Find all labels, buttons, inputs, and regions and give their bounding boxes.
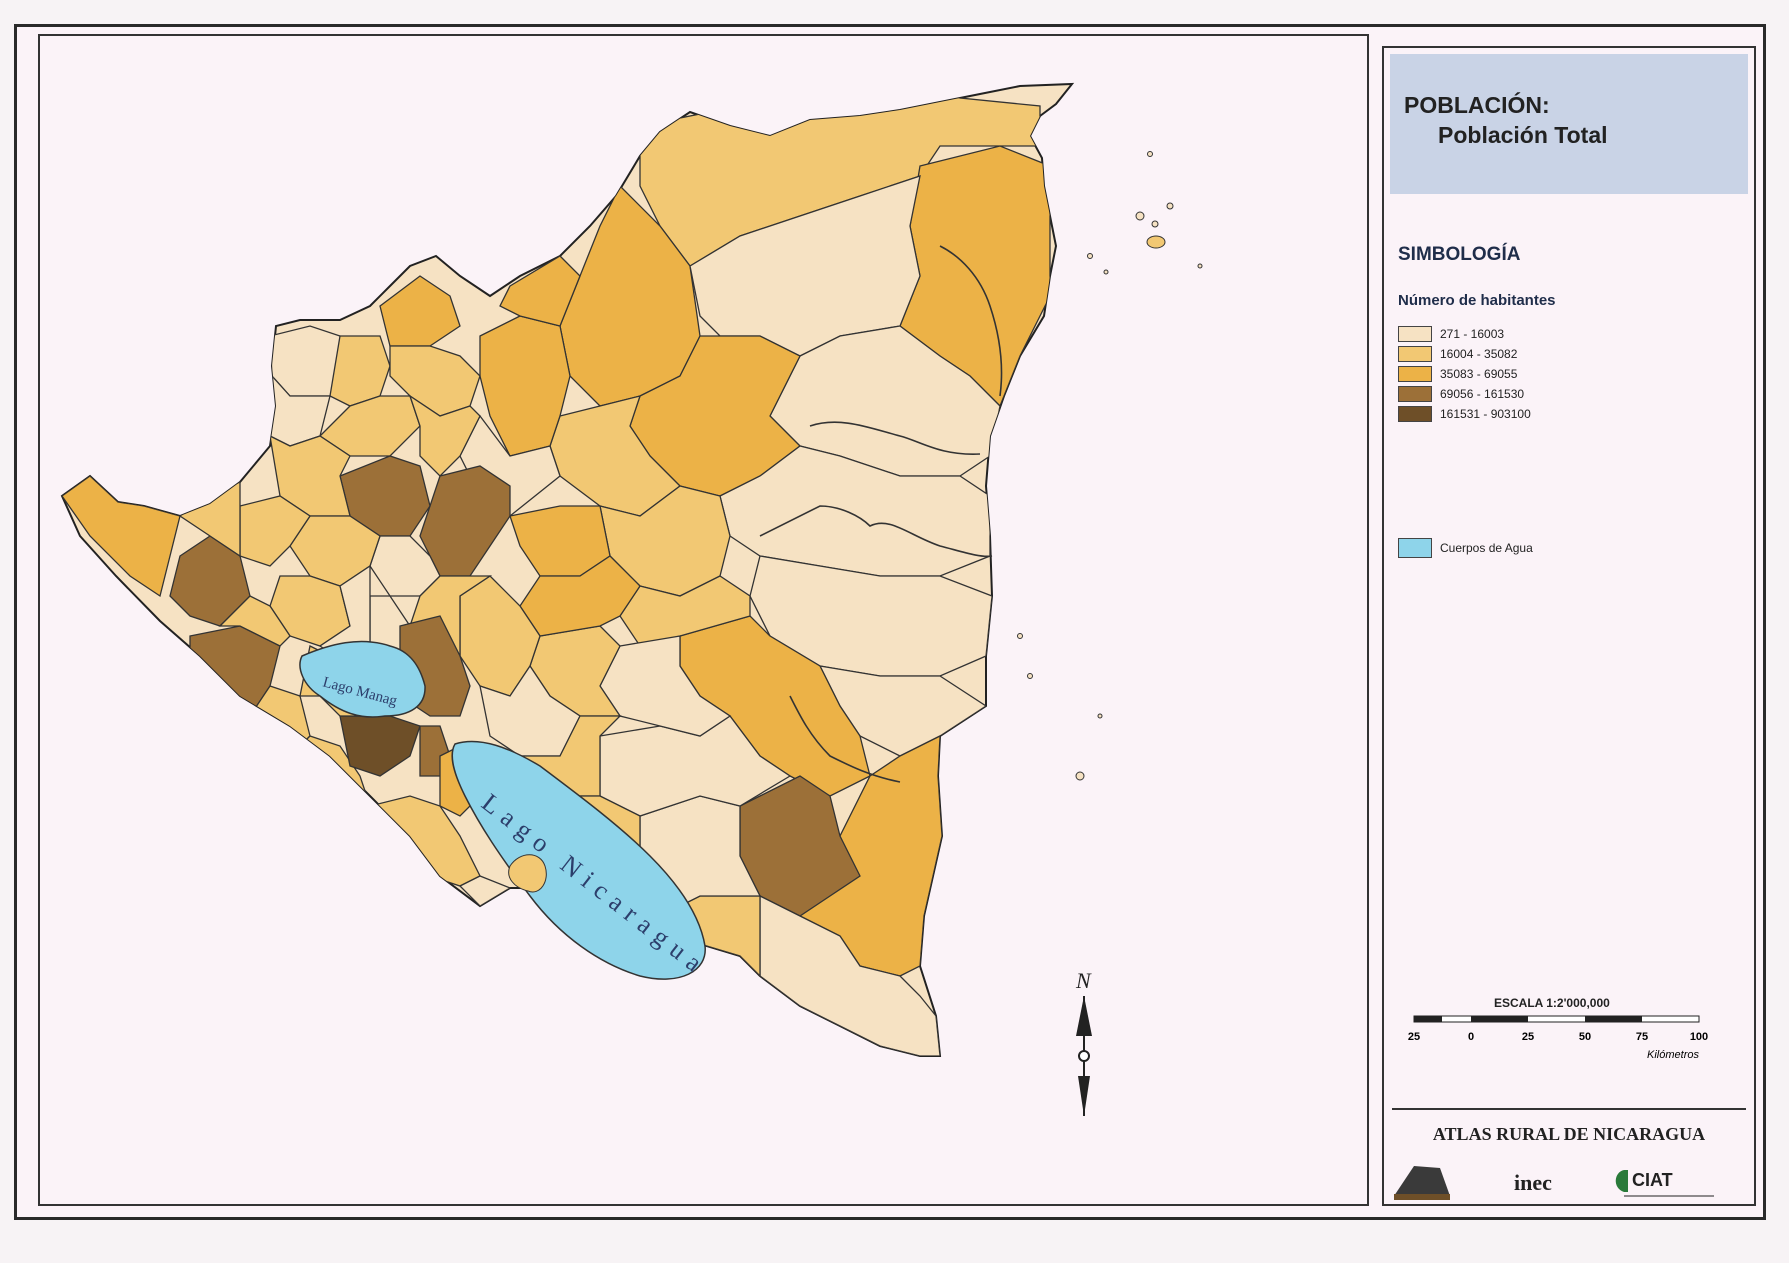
legend-label: 161531 - 903100 (1440, 407, 1531, 421)
municipality (419, 465, 511, 577)
municipality (218, 595, 291, 647)
municipality (619, 575, 751, 647)
cay (1087, 253, 1093, 259)
municipality (499, 255, 581, 327)
legend-swatch (1398, 386, 1432, 402)
legend-label: 69056 - 161530 (1440, 387, 1525, 401)
legend-class-4: 69056 - 161530 (1398, 384, 1531, 404)
scale-tick: 25 (1408, 1031, 1420, 1043)
island-ometepe (508, 854, 547, 893)
inec-logo: inec (1514, 1170, 1552, 1195)
cay (1075, 771, 1085, 781)
scale-tick: 100 (1690, 1031, 1708, 1043)
ciat-logo: CIAT (1615, 1170, 1714, 1197)
river (759, 505, 993, 558)
legend-label: 271 - 16003 (1440, 327, 1505, 341)
map-title: POBLACIÓN: (1404, 92, 1550, 118)
ciat-logo-text: CIAT (1632, 1170, 1673, 1190)
logos: inec CIAT (1394, 1166, 1714, 1200)
scale-tick: 75 (1636, 1031, 1648, 1043)
cay (1097, 713, 1103, 719)
legend-section-title: SIMBOLOGÍA (1398, 244, 1521, 265)
river (809, 421, 981, 455)
legend-class-5: 161531 - 903100 (1398, 404, 1531, 424)
municipality (759, 894, 941, 1056)
title-box: POBLACIÓN: Población Total (1390, 54, 1748, 194)
municipality (62, 475, 181, 598)
magfor-logo (1394, 1166, 1450, 1200)
legend-swatch (1398, 366, 1432, 382)
map-subtitle: Población Total (1438, 122, 1608, 148)
scale-title: ESCALA 1:2'000,000 (1494, 996, 1610, 1010)
municipality (178, 480, 241, 558)
rivers (759, 245, 1003, 783)
river (789, 695, 901, 783)
legend-class-1: 271 - 16003 (1398, 324, 1531, 344)
legend-panel: POBLACIÓN: Población Total SIMBOLOGÍA Nú… (1382, 46, 1756, 1206)
cay (1135, 211, 1145, 221)
map-frame: Lago Nicaragua Lago Manag N (38, 34, 1369, 1206)
legend-class-3: 35083 - 69055 (1398, 364, 1531, 384)
lake-nicaragua (451, 740, 706, 980)
legend-label: 35083 - 69055 (1440, 367, 1518, 381)
scale-tick: 25 (1522, 1031, 1534, 1043)
municipality (749, 555, 993, 677)
inec-logo-text: inec (1514, 1170, 1552, 1195)
scale-tick: 0 (1468, 1031, 1474, 1043)
municipality (408, 394, 481, 477)
cay (1166, 202, 1174, 210)
legend-water: Cuerpos de Agua (1398, 538, 1533, 558)
lake-managua (299, 640, 426, 718)
water-swatch (1398, 538, 1432, 558)
legend-swatch (1398, 346, 1432, 362)
cay (1197, 263, 1203, 269)
nicaragua-map: Lago Nicaragua Lago Manag N (60, 82, 1203, 1116)
cay (1017, 633, 1023, 639)
cay (1103, 269, 1109, 275)
atlas-title: ATLAS RURAL DE NICARAGUA (1392, 1108, 1746, 1145)
cay (1146, 235, 1166, 249)
scale-unit: Kilómetros (1647, 1049, 1699, 1061)
cay (1151, 220, 1159, 228)
municipality (458, 875, 512, 907)
north-arrow: N (1075, 968, 1092, 1116)
cays (1017, 151, 1203, 781)
legend-swatch (1398, 406, 1432, 422)
legend-classes: 271 - 16003 16004 - 35082 35083 - 69055 … (1398, 324, 1531, 424)
legend-heading: Número de habitantes (1398, 292, 1556, 309)
legend-swatch (1398, 326, 1432, 342)
scale-bar: 25 0 25 50 75 100 Kilómetros (1408, 1015, 1708, 1061)
water-label: Cuerpos de Agua (1440, 541, 1533, 555)
scale-tick: 50 (1579, 1031, 1591, 1043)
north-label: N (1075, 968, 1092, 993)
legend-label: 16004 - 35082 (1440, 347, 1518, 361)
cay (1027, 673, 1033, 679)
river (939, 245, 1003, 397)
legend-class-2: 16004 - 35082 (1398, 344, 1531, 364)
cay (1147, 151, 1153, 157)
